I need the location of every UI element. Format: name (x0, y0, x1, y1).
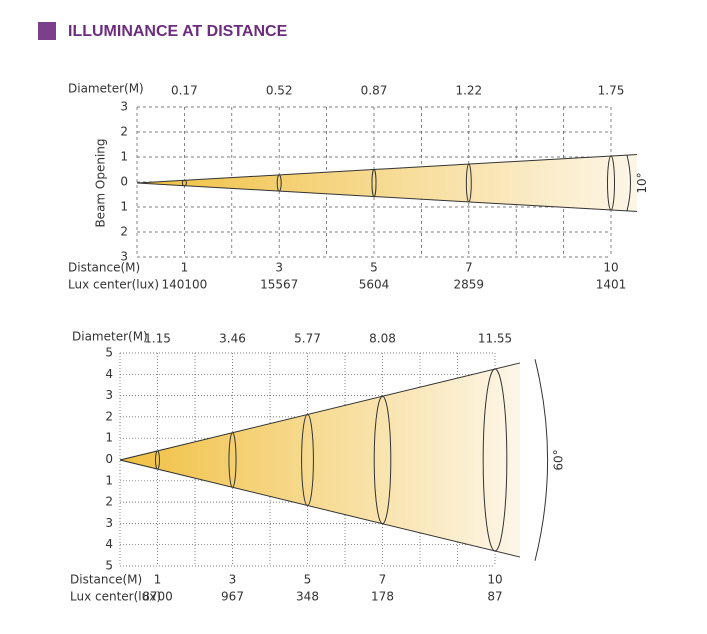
y-label: 3 (105, 516, 113, 530)
diameter-label: Diameter(M) (72, 330, 148, 344)
y-label: 0 (105, 452, 113, 466)
distance-value: 7 (465, 261, 473, 275)
y-label: 2 (120, 225, 128, 239)
angle-arc (534, 359, 549, 561)
y-label: 3 (120, 250, 128, 264)
beam-section (301, 414, 314, 506)
beam-section (465, 163, 472, 203)
y-label: 2 (120, 125, 128, 139)
angle-label: 10° (635, 172, 649, 193)
y-label: 5 (105, 559, 113, 573)
axis-label: Beam Opening (94, 138, 108, 227)
distance-value: 3 (275, 261, 283, 275)
beam-section (371, 169, 377, 197)
y-label: 0 (120, 175, 128, 189)
y-label: 4 (105, 367, 113, 381)
y-label: 2 (105, 409, 113, 423)
beam-section (482, 368, 508, 552)
beam (137, 154, 637, 212)
diameter-value: 5.77 (294, 332, 321, 346)
diameter-value: 0.17 (171, 84, 198, 98)
angle-arc (626, 154, 631, 212)
diameter-value: 1.75 (598, 84, 625, 98)
distance-value: 7 (379, 573, 387, 587)
lux-value: 967 (221, 590, 244, 604)
lux-label: Lux center(lux) (68, 278, 159, 292)
angle-label: 60° (552, 449, 566, 470)
diameter-value: 1.22 (455, 84, 482, 98)
beam-section (276, 174, 282, 192)
distance-label: Distance(M) (68, 261, 140, 275)
lux-value: 1401 (596, 278, 627, 292)
lux-value: 87 (487, 590, 502, 604)
beam-section (181, 179, 187, 187)
distance-value: 10 (487, 573, 502, 587)
diameter-value: 0.52 (266, 84, 293, 98)
diameter-value: 3.46 (219, 332, 246, 346)
y-label: 1 (105, 431, 113, 445)
lux-value: 15567 (260, 278, 298, 292)
diameter-value: 8.08 (369, 332, 396, 346)
distance-label: Distance(M) (70, 573, 142, 587)
beam-edge (119, 459, 521, 558)
distance-value: 3 (229, 573, 237, 587)
beam-edge (136, 154, 638, 184)
lux-value: 2859 (454, 278, 485, 292)
distance-value: 5 (370, 261, 378, 275)
beam-edge (136, 182, 638, 212)
distance-value: 10 (603, 261, 618, 275)
title: ILLUMINANCE AT DISTANCE (68, 23, 288, 40)
lux-value: 348 (296, 590, 319, 604)
lux-label: Lux center(lux) (70, 590, 161, 604)
y-label: 1 (120, 150, 128, 164)
diameter-label: Diameter(M) (68, 82, 144, 96)
distance-value: 1 (154, 573, 162, 587)
lux-value: 140100 (161, 278, 207, 292)
y-label: 4 (105, 537, 113, 551)
title-icon (38, 22, 56, 40)
beam-edge (119, 362, 521, 461)
diameter-value: 11.55 (478, 332, 512, 346)
lux-value: 8700 (142, 590, 173, 604)
y-label: 3 (105, 388, 113, 402)
lux-value: 178 (371, 590, 394, 604)
y-label: 3 (120, 100, 128, 114)
distance-value: 1 (181, 261, 189, 275)
y-label: 1 (120, 200, 128, 214)
diameter-value: 1.15 (144, 332, 171, 346)
beam-section (228, 432, 237, 488)
y-label: 5 (105, 346, 113, 360)
distance-value: 5 (304, 573, 312, 587)
y-label: 1 (105, 473, 113, 487)
diameter-value: 0.87 (361, 84, 388, 98)
y-label: 2 (105, 495, 113, 509)
beam-section (606, 155, 616, 211)
beam-section (155, 450, 160, 470)
beam (120, 362, 520, 558)
lux-value: 5604 (359, 278, 390, 292)
beam-section (373, 395, 392, 525)
